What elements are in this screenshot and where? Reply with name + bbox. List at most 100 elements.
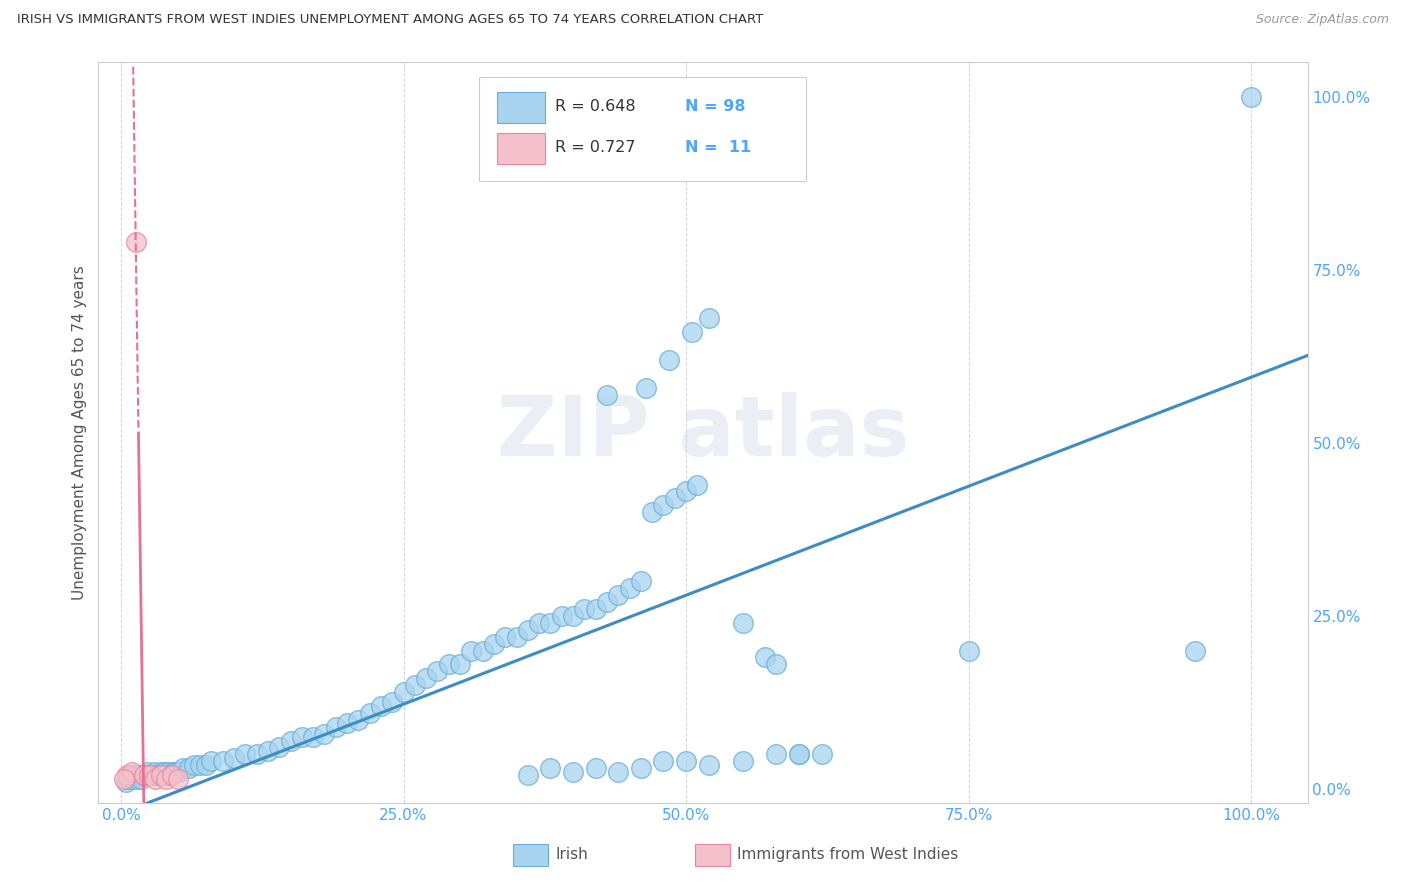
Point [155, 772, 177, 786]
FancyBboxPatch shape [479, 78, 806, 181]
Text: N =  11: N = 11 [685, 140, 751, 155]
Point [131, 772, 153, 786]
Point [160, 768, 183, 782]
Point [1240, 90, 1263, 104]
Point [112, 772, 135, 786]
Point [200, 754, 222, 768]
Point [675, 484, 697, 499]
Point [686, 477, 709, 491]
Point [121, 764, 143, 779]
Point [392, 685, 415, 699]
Point [516, 768, 538, 782]
Point [607, 588, 630, 602]
Point [664, 491, 686, 506]
Point [810, 747, 832, 762]
Point [652, 498, 675, 512]
Point [516, 623, 538, 637]
Point [527, 615, 550, 630]
Point [754, 650, 776, 665]
Point [172, 761, 194, 775]
Text: ZIP atlas: ZIP atlas [496, 392, 910, 473]
Point [146, 768, 169, 782]
Point [607, 764, 630, 779]
Point [652, 754, 675, 768]
Point [155, 768, 177, 782]
Point [222, 751, 245, 765]
Point [246, 747, 269, 762]
Point [162, 764, 184, 779]
Point [551, 609, 574, 624]
Point [188, 757, 211, 772]
Point [449, 657, 471, 672]
Point [641, 505, 664, 519]
Point [117, 772, 139, 786]
FancyBboxPatch shape [498, 92, 544, 123]
Point [183, 757, 205, 772]
Point [381, 696, 404, 710]
Point [157, 764, 180, 779]
Point [787, 747, 810, 762]
Point [325, 720, 347, 734]
Point [636, 381, 658, 395]
FancyBboxPatch shape [513, 844, 548, 866]
Point [136, 764, 159, 779]
Point [153, 764, 176, 779]
Point [630, 574, 652, 589]
Point [148, 768, 170, 782]
Point [538, 761, 561, 775]
FancyBboxPatch shape [695, 844, 730, 866]
Point [124, 768, 146, 782]
Point [765, 747, 787, 762]
Point [731, 754, 754, 768]
Text: IRISH VS IMMIGRANTS FROM WEST INDIES UNEMPLOYMENT AMONG AGES 65 TO 74 YEARS CORR: IRISH VS IMMIGRANTS FROM WEST INDIES UNE… [17, 13, 763, 27]
Point [291, 730, 314, 744]
Point [619, 582, 641, 596]
Point [538, 615, 561, 630]
Point [347, 713, 370, 727]
Point [233, 747, 256, 762]
Point [697, 311, 720, 326]
Point [658, 353, 681, 368]
Point [142, 768, 165, 782]
Point [415, 671, 437, 685]
Point [426, 665, 449, 679]
Point [165, 764, 187, 779]
Point [585, 761, 607, 775]
Point [150, 764, 173, 779]
Point [132, 768, 155, 782]
Text: Source: ZipAtlas.com: Source: ZipAtlas.com [1256, 13, 1389, 27]
Point [257, 744, 280, 758]
Point [138, 768, 160, 782]
Point [114, 775, 136, 789]
Text: R = 0.727: R = 0.727 [555, 140, 636, 155]
Point [505, 630, 527, 644]
Point [471, 643, 494, 657]
Point [482, 637, 505, 651]
Point [302, 730, 325, 744]
Point [494, 630, 516, 644]
Point [143, 764, 166, 779]
Point [128, 768, 150, 782]
Point [166, 772, 188, 786]
Point [596, 387, 619, 401]
Point [125, 235, 148, 250]
Point [314, 726, 336, 740]
Point [139, 768, 162, 782]
Text: Immigrants from West Indies: Immigrants from West Indies [737, 847, 957, 863]
Point [194, 757, 217, 772]
Point [121, 772, 143, 786]
Point [630, 761, 652, 775]
Text: Irish: Irish [555, 847, 588, 863]
Point [280, 733, 302, 747]
Text: N = 98: N = 98 [685, 99, 745, 114]
Point [957, 643, 980, 657]
Point [404, 678, 426, 692]
Point [115, 768, 138, 782]
Point [675, 754, 697, 768]
Point [1184, 643, 1206, 657]
Point [143, 772, 166, 786]
Point [359, 706, 381, 720]
Point [370, 698, 392, 713]
Point [269, 740, 291, 755]
Point [681, 326, 703, 340]
